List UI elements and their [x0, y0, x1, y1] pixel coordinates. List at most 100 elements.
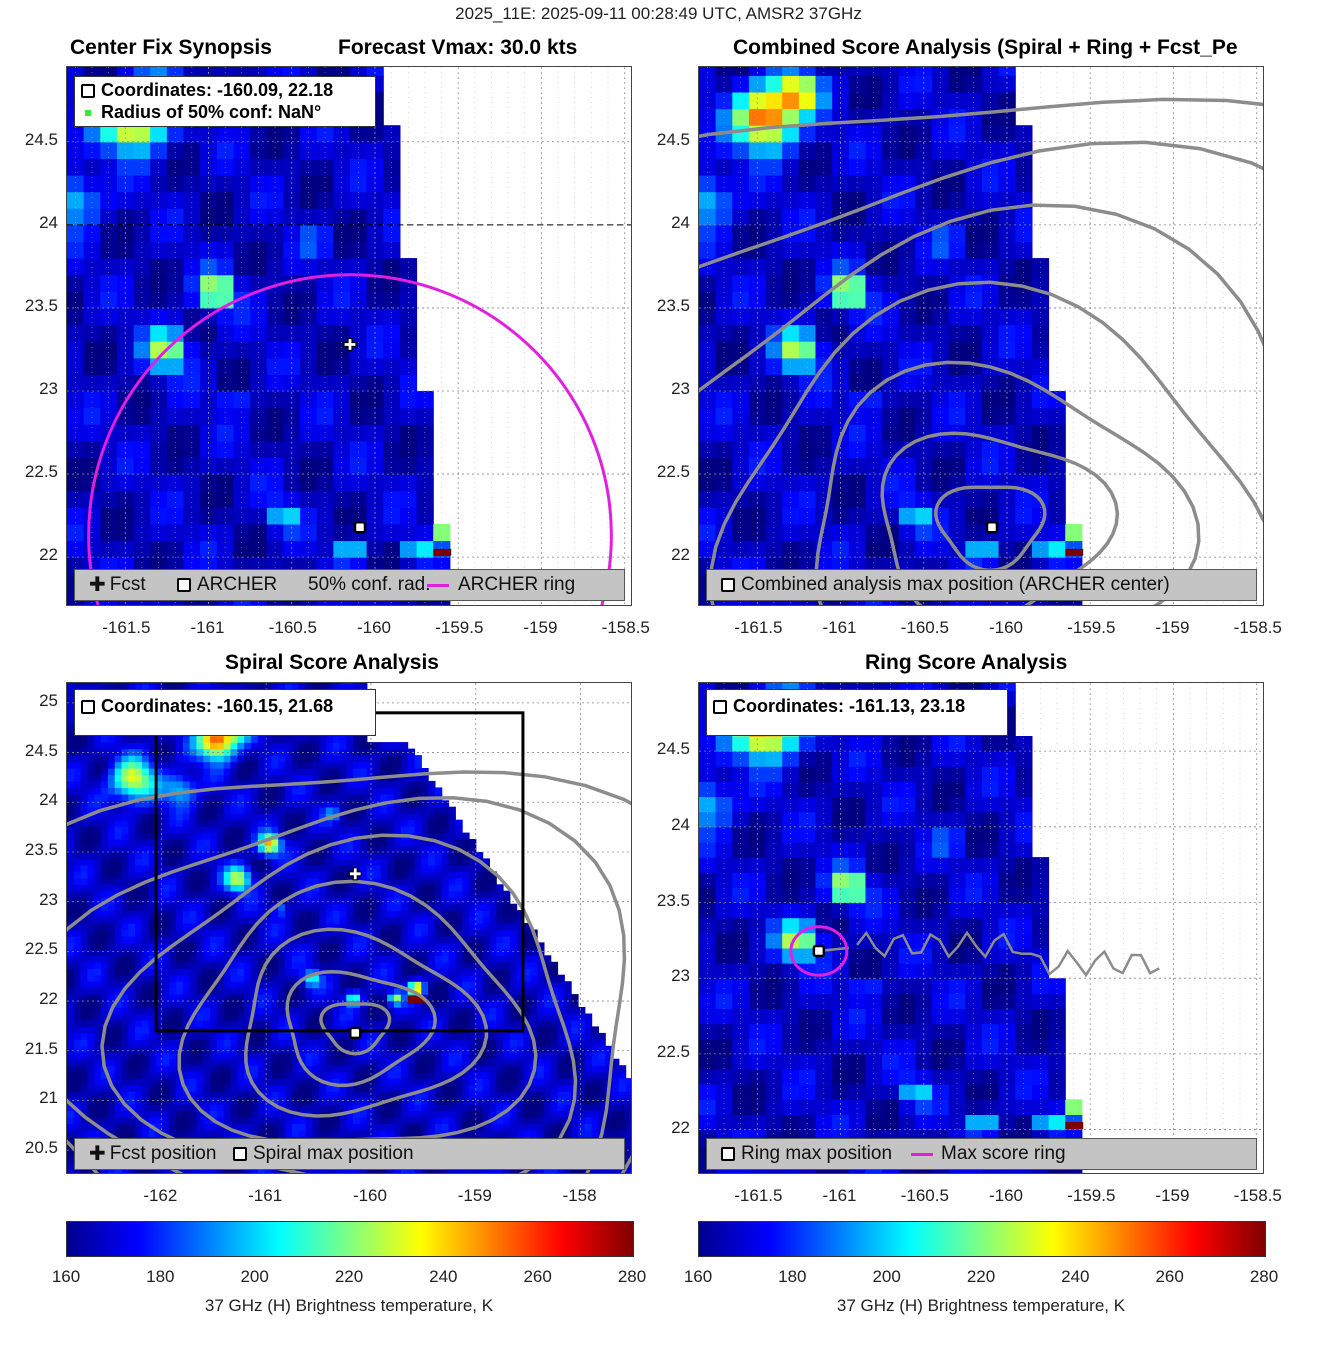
raster-cell [101, 1168, 109, 1173]
raster-cell [141, 1058, 150, 1066]
raster-cell [414, 1091, 422, 1099]
raster-cell [489, 903, 497, 911]
raster-cell [350, 258, 368, 276]
raster-cell [216, 474, 234, 492]
raster-cell [965, 108, 983, 126]
raster-cell [264, 1078, 272, 1086]
raster-cell [383, 175, 401, 193]
raster-cell [150, 224, 168, 242]
raster-cell [699, 523, 717, 542]
raster-cell [366, 890, 375, 898]
raster-cell [1031, 507, 1050, 525]
raster-cell [455, 961, 463, 969]
raster-cell [148, 929, 157, 937]
raster-cell [150, 440, 168, 458]
raster-cell [189, 1168, 197, 1173]
raster-cell [114, 1032, 123, 1040]
raster-cell [948, 258, 966, 276]
raster-cell [578, 1058, 586, 1066]
raster-cell [598, 1116, 606, 1124]
raster-cell [266, 191, 284, 209]
raster-cell [387, 936, 395, 944]
raster-cell [441, 948, 450, 956]
raster-cell [523, 987, 531, 995]
raster-cell [216, 341, 234, 359]
raster-cell [782, 457, 800, 475]
archer-position-marker [353, 520, 367, 534]
raster-cell [210, 890, 218, 898]
raster-cell [564, 1007, 572, 1015]
raster-cell [87, 968, 95, 976]
raster-cell [489, 1019, 497, 1027]
raster-cell [360, 884, 368, 892]
raster-cell [250, 910, 259, 918]
raster-cell [523, 1058, 531, 1066]
raster-cell [503, 1065, 511, 1073]
raster-cell [428, 1000, 436, 1008]
raster-cell [557, 1110, 565, 1118]
raster-cell [319, 1084, 327, 1092]
raster-cell [291, 1097, 300, 1105]
raster-cell [128, 1123, 136, 1131]
raster-cell [196, 1129, 204, 1137]
raster-cell [462, 1116, 470, 1124]
raster-cell [387, 1091, 395, 1099]
raster-cell [319, 929, 327, 937]
raster-cell [339, 1007, 347, 1015]
raster-cell [210, 987, 218, 995]
raster-cell [932, 258, 950, 276]
raster-cell [183, 540, 201, 558]
raster-cell [107, 897, 116, 905]
raster-cell [189, 1110, 197, 1118]
raster-cell [537, 1039, 545, 1047]
raster-cell [815, 241, 833, 259]
raster-cell [482, 1129, 490, 1137]
raster-cell [832, 357, 850, 375]
raster-cell [523, 1039, 531, 1047]
raster-cell [509, 1065, 518, 1073]
raster-cell [366, 936, 375, 944]
raster-cell [782, 291, 800, 309]
raster-cell [67, 175, 85, 193]
raster-cell [298, 1091, 306, 1099]
raster-cell [133, 407, 151, 425]
raster-cell [233, 374, 251, 392]
raster-cell [101, 1078, 109, 1086]
raster-cell [128, 974, 136, 982]
raster-cell [169, 1078, 177, 1086]
raster-cell [250, 1168, 259, 1173]
raster-cell [312, 890, 320, 898]
raster-cell [162, 910, 170, 918]
raster-cell [699, 457, 717, 475]
raster-cell [353, 1052, 361, 1060]
raster-cell [203, 936, 211, 944]
raster-cell [141, 929, 150, 937]
raster-cell [133, 507, 151, 525]
raster-cell [298, 910, 306, 918]
raster-cell [557, 1039, 565, 1047]
raster-cell [475, 981, 484, 989]
raster-cell [625, 1155, 631, 1163]
raster-cell [503, 1110, 511, 1118]
raster-cell [496, 994, 504, 1002]
raster-cell [530, 968, 538, 976]
raster-cell [266, 341, 284, 359]
raster-cell [1031, 407, 1050, 425]
raster-cell [200, 208, 218, 226]
raster-cell [67, 1149, 75, 1157]
raster-cell [428, 1052, 436, 1060]
raster-cell [196, 1045, 204, 1053]
raster-cell [278, 1065, 286, 1073]
raster-cell [216, 125, 234, 143]
raster-cell [448, 1045, 456, 1053]
raster-cell [346, 1116, 354, 1124]
raster-cell [312, 910, 320, 918]
raster-cell [394, 974, 402, 982]
raster-cell [898, 324, 916, 342]
raster-cell [503, 903, 511, 911]
raster-cell [107, 1039, 116, 1047]
raster-cell [765, 175, 783, 193]
raster-cell [114, 1071, 123, 1079]
raster-cell [285, 916, 293, 924]
raster-cell [598, 1052, 606, 1060]
